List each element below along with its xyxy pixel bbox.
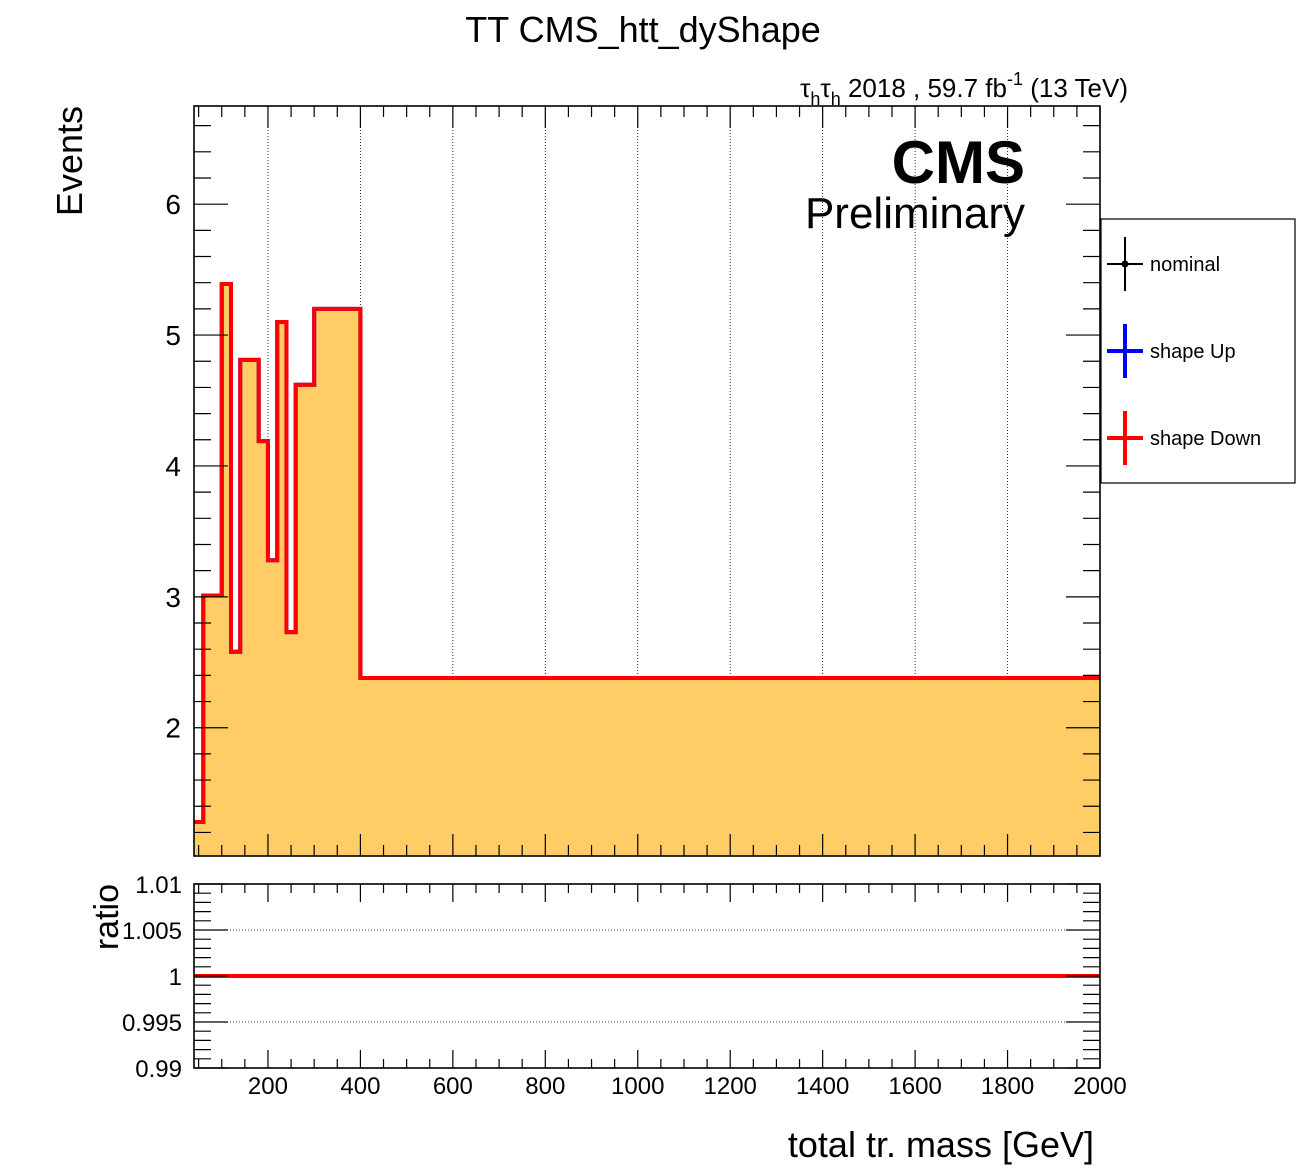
legend-marker-dot — [1121, 260, 1129, 268]
ratio-x-tick-label: 400 — [340, 1073, 380, 1100]
upper-y-axis-title: Events — [49, 106, 90, 216]
ratio-y-axis-title: ratio — [88, 884, 126, 950]
histogram-line-shape-down — [194, 282, 1100, 824]
ratio-y-tick-label: 1.005 — [122, 918, 182, 945]
legend-entry: shape Down — [1107, 411, 1261, 465]
ratio-y-tick-label: 0.99 — [135, 1056, 182, 1083]
ratio-x-tick-label: 1400 — [796, 1073, 849, 1100]
legend: nominal shape Up shape Down — [1100, 218, 1296, 484]
upper-pad: 2 3 4 5 6 Events CMS Preliminary — [49, 105, 1101, 857]
upper-y-tick-label: 4 — [165, 451, 181, 482]
histogram-fill — [194, 284, 1100, 856]
lumi-sub-2: h — [831, 89, 841, 109]
upper-frame — [193, 105, 1101, 857]
lumi-energy: (13 TeV) — [1023, 73, 1128, 103]
ratio-x-tick-label: 200 — [248, 1073, 288, 1100]
upper-y-tick-label: 3 — [165, 582, 181, 613]
lumi-tau-2: τ — [820, 73, 831, 103]
lumi-label: τhτh 2018 , 59.7 fb-1 (13 TeV) — [800, 69, 1128, 109]
legend-entry: shape Up — [1107, 324, 1236, 378]
ratio-y-tick-label: 0.995 — [122, 1010, 182, 1037]
upper-y-tick-label: 6 — [165, 189, 181, 220]
legend-entries: nominal shape Up shape Down — [1107, 237, 1261, 465]
ratio-pad: 0.99 0.995 1 1.005 1.01 200 400 600 800 1000 1200… — [88, 872, 1127, 1165]
lumi-text: 2018 , 59.7 fb — [841, 73, 1007, 103]
ratio-y-tick-labels: 0.99 0.995 1 1.005 1.01 — [122, 872, 182, 1083]
legend-label: nominal — [1150, 254, 1220, 276]
cms-label: CMS — [892, 129, 1025, 196]
upper-y-tick-labels: 2 3 4 5 6 — [165, 189, 181, 744]
upper-y-tick-label: 2 — [165, 713, 181, 744]
lumi-sub-1: h — [810, 89, 820, 109]
lumi-tau-1: τ — [800, 73, 811, 103]
x-axis-title: total tr. mass [GeV] — [788, 1124, 1094, 1165]
lumi-sup: -1 — [1007, 69, 1023, 89]
ratio-y-tick-label: 1.01 — [135, 872, 182, 899]
legend-label: shape Up — [1150, 341, 1236, 363]
ratio-x-tick-label: 1800 — [981, 1073, 1034, 1100]
cms-sublabel: Preliminary — [805, 189, 1025, 238]
ratio-x-tick-label: 800 — [525, 1073, 565, 1100]
ratio-x-tick-label: 1000 — [611, 1073, 664, 1100]
ratio-y-tick-label: 1 — [169, 964, 182, 991]
upper-y-tick-label: 5 — [165, 320, 181, 351]
plot-title: TT CMS_htt_dyShape — [465, 9, 821, 50]
ratio-x-tick-label: 600 — [433, 1073, 473, 1100]
ratio-frame — [193, 883, 1101, 1069]
ratio-x-tick-label: 1600 — [888, 1073, 941, 1100]
ratio-x-tick-labels: 200 400 600 800 1000 1200 1400 1600 1800 2000 — [248, 1073, 1127, 1100]
legend-entry: nominal — [1107, 237, 1220, 291]
legend-label: shape Down — [1150, 428, 1261, 450]
ratio-x-tick-label: 2000 — [1073, 1073, 1126, 1100]
ratio-x-tick-label: 1200 — [704, 1073, 757, 1100]
